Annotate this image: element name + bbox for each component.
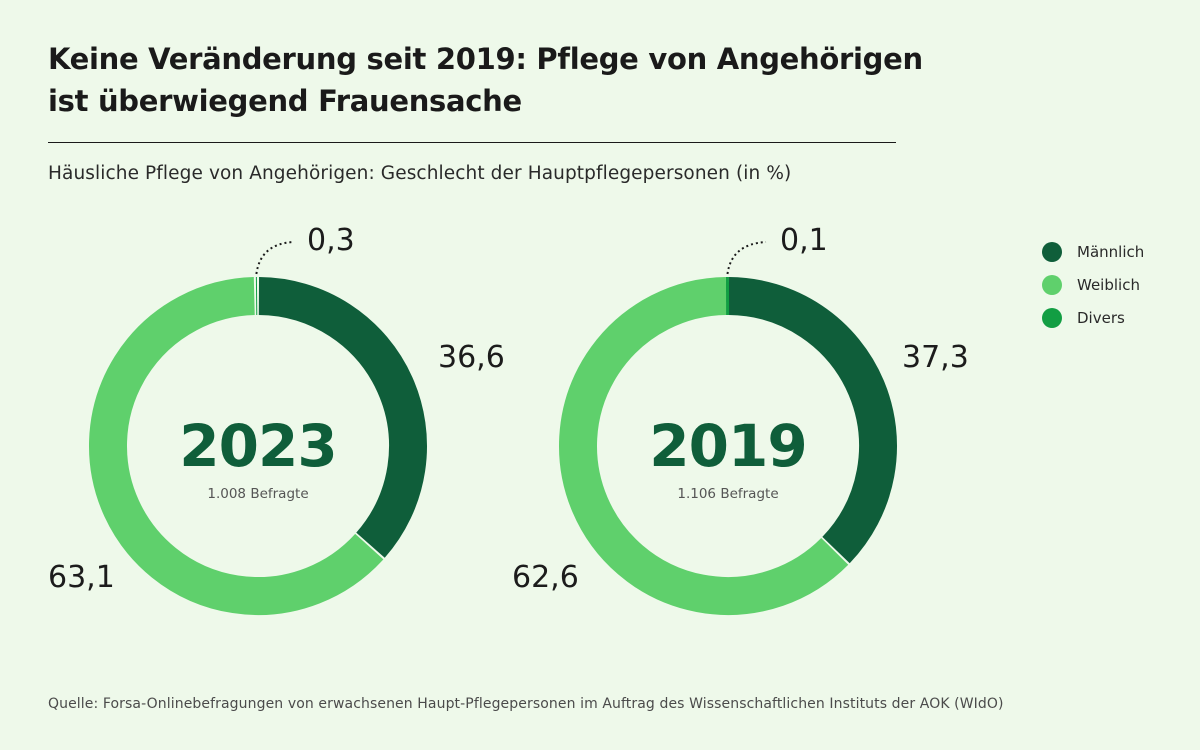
value-label-weiblich-2023: 63,1 [48,560,115,595]
legend-item-maennlich: Männlich [1042,235,1144,268]
legend-item-weiblich: Weiblich [1042,268,1144,301]
legend-label-weiblich: Weiblich [1077,275,1140,294]
center-year-2019: 2019 [649,412,806,480]
value-label-divers-2023: 0,3 [307,223,355,258]
chart-subtitle: Häusliche Pflege von Angehörigen: Geschl… [48,163,792,184]
slice-maennlich-2023 [258,277,427,558]
legend-swatch-weiblich [1042,274,1062,295]
legend-item-divers: Divers [1042,301,1144,334]
leader-line-divers-2019 [726,241,767,275]
slice-weiblich-2023 [89,277,384,615]
legend-swatch-divers [1042,307,1062,328]
title-line-2: ist überwiegend Frauensache [48,84,522,118]
legend-swatch-maennlich [1042,241,1062,262]
source-note: Quelle: Forsa-Onlinebefragungen von erwa… [48,696,1004,712]
donut-chart-2023: 36,6 63,1 0,3 2023 1.008 Befragte [48,223,505,615]
value-label-maennlich-2023: 36,6 [438,340,505,375]
legend-label-divers: Divers [1077,308,1125,327]
leader-line-divers-2023 [255,241,294,275]
value-label-weiblich-2019: 62,6 [512,560,579,595]
legend: Männlich Weiblich Divers [1042,235,1144,334]
slice-maennlich-2019 [728,277,897,564]
title-divider [48,142,896,143]
slice-weiblich-2019 [559,277,849,615]
center-year-2023: 2023 [179,412,336,480]
legend-label-maennlich: Männlich [1077,242,1145,261]
value-label-divers-2019: 0,1 [780,223,828,258]
value-label-maennlich-2019: 37,3 [902,340,969,375]
chart-title: Keine Veränderung seit 2019: Pflege von … [48,38,928,122]
title-line-1: Keine Veränderung seit 2019: Pflege von … [48,42,923,76]
center-respondents-2023: 1.008 Befragte [207,486,308,502]
donut-chart-2019: 37,3 62,6 0,1 2019 1.106 Befragte [512,223,969,615]
center-respondents-2019: 1.106 Befragte [677,486,778,502]
